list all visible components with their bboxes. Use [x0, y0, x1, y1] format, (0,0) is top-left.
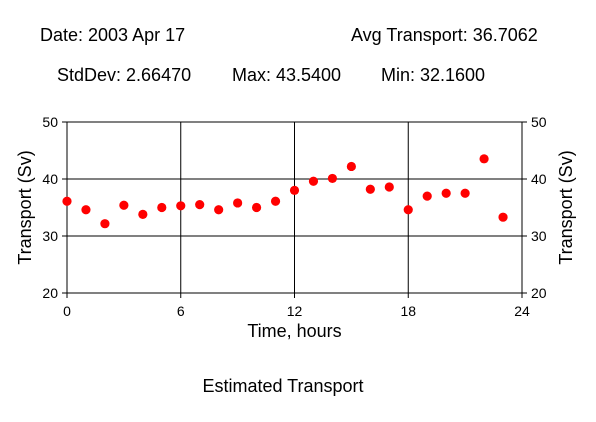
- data-point: [460, 188, 470, 198]
- max-label: Max: 43.5400: [232, 65, 342, 85]
- data-point: [441, 188, 451, 198]
- y-tick-label-right: 20: [531, 285, 547, 301]
- data-point: [327, 173, 338, 184]
- data-point: [289, 185, 300, 195]
- data-points: [62, 154, 508, 229]
- data-point: [384, 182, 394, 192]
- data-point: [214, 205, 224, 215]
- x-tick-label: 0: [63, 303, 71, 319]
- data-point: [346, 161, 356, 172]
- grid-lines: [66, 121, 523, 294]
- min-label: Min: 32.1600: [381, 65, 486, 85]
- y-tick-label-left: 50: [42, 114, 58, 130]
- x-tick-label: 24: [514, 303, 530, 319]
- chart-title: Estimated Transport: [202, 376, 363, 396]
- y-tick-label-left: 20: [42, 285, 58, 301]
- data-point: [251, 202, 262, 213]
- data-point: [422, 191, 432, 201]
- avg-transport-label: Avg Transport: 36.7062: [351, 25, 538, 45]
- data-point: [479, 154, 489, 164]
- y-tick-label-right: 40: [531, 171, 547, 187]
- data-point: [270, 196, 281, 206]
- data-point: [81, 205, 91, 215]
- x-tick-label: 12: [287, 303, 303, 319]
- data-point: [138, 209, 148, 219]
- data-point: [100, 219, 110, 229]
- x-tick-label: 18: [400, 303, 416, 319]
- y-tick-label-right: 50: [531, 114, 547, 130]
- data-point: [403, 205, 413, 215]
- y-axis-label-left: Transport (Sv): [15, 150, 35, 264]
- y-axis-label-right: Transport (Sv): [556, 150, 576, 264]
- date-label: Date: 2003 Apr 17: [40, 25, 186, 45]
- y-tick-label-right: 30: [531, 228, 547, 244]
- x-tick-label: 6: [177, 303, 185, 319]
- data-point: [119, 200, 129, 210]
- data-point: [62, 196, 72, 206]
- data-point: [365, 184, 375, 194]
- data-point: [498, 212, 508, 222]
- y-tick-label-left: 40: [42, 171, 58, 187]
- data-point: [195, 200, 205, 210]
- data-point: [176, 201, 186, 211]
- data-point: [233, 198, 243, 208]
- stddev-label: StdDev: 2.66470: [57, 65, 192, 85]
- x-axis-label: Time, hours: [247, 321, 341, 341]
- data-point: [157, 202, 167, 213]
- y-tick-label-left: 30: [42, 228, 58, 244]
- data-point: [308, 176, 319, 186]
